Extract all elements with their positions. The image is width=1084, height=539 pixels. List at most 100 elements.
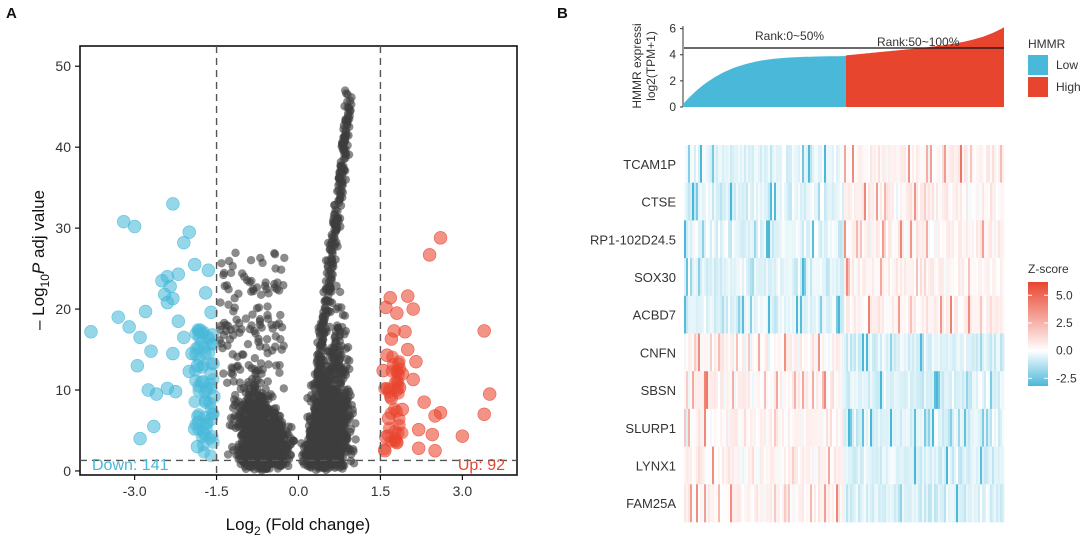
ns-point bbox=[315, 398, 324, 407]
heatmap-cell bbox=[782, 446, 785, 485]
ns-point bbox=[316, 366, 326, 375]
heatmap-cell bbox=[784, 484, 787, 523]
heatmap-cell bbox=[972, 371, 975, 410]
heatmap-cell bbox=[712, 220, 715, 259]
heatmap-cell bbox=[802, 295, 805, 334]
ns-point bbox=[351, 435, 360, 444]
heatmap-cell bbox=[920, 446, 923, 485]
heatmap-cell bbox=[708, 220, 711, 259]
heatmap-cell bbox=[802, 484, 805, 523]
heatmap-cell bbox=[968, 182, 971, 221]
heatmap-cell bbox=[850, 333, 853, 372]
heatmap-cell bbox=[954, 484, 957, 523]
heatmap-cell bbox=[912, 371, 915, 410]
ns-point bbox=[310, 412, 320, 421]
heatmap-cell bbox=[792, 371, 795, 410]
heatmap-cell bbox=[930, 220, 933, 259]
heatmap-cell bbox=[732, 408, 735, 447]
heatmap-cell bbox=[688, 258, 691, 297]
heatmap-cell bbox=[704, 333, 707, 372]
heatmap-cell bbox=[814, 182, 817, 221]
heatmap-cell bbox=[896, 295, 899, 334]
heatmap-cell bbox=[852, 182, 855, 221]
heatmap-cell bbox=[698, 295, 701, 334]
heatmap-cell bbox=[922, 145, 925, 183]
heatmap-cell bbox=[984, 484, 987, 523]
heatmap-cell bbox=[918, 408, 921, 447]
heatmap-cell bbox=[688, 182, 691, 221]
heatmap-cell bbox=[776, 333, 779, 372]
heatmap-cell bbox=[754, 484, 757, 523]
heatmap-cell bbox=[848, 408, 851, 447]
ns-point bbox=[270, 248, 279, 258]
heatmap-cell bbox=[742, 295, 745, 334]
heatmap-cell bbox=[834, 220, 837, 259]
heatmap-cell bbox=[820, 145, 823, 183]
ns-point bbox=[263, 404, 273, 413]
heatmap-cell bbox=[720, 484, 723, 523]
heatmap-cell bbox=[996, 333, 999, 372]
heatmap-cell bbox=[738, 371, 741, 410]
heatmap-cell bbox=[934, 371, 937, 410]
heatmap-cell bbox=[852, 295, 855, 334]
heatmap-cell bbox=[906, 333, 909, 372]
heatmap-cell bbox=[888, 182, 891, 221]
ns-point bbox=[264, 394, 273, 404]
heatmap-cell bbox=[908, 484, 911, 523]
heatmap-cell bbox=[892, 333, 895, 372]
heatmap-cell bbox=[966, 408, 969, 447]
heatmap-cell bbox=[990, 182, 993, 221]
heatmap-cell bbox=[876, 333, 879, 372]
heatmap-cell bbox=[960, 220, 963, 259]
heatmap-cell bbox=[716, 371, 719, 410]
heatmap-cell bbox=[748, 484, 751, 523]
heatmap-cell bbox=[744, 220, 747, 259]
heatmap-cell bbox=[706, 408, 709, 447]
heatmap-cell bbox=[814, 484, 817, 523]
heatmap-cell bbox=[752, 371, 755, 410]
heatmap-cell bbox=[946, 145, 949, 183]
heatmap-cell bbox=[816, 145, 819, 183]
ns-point bbox=[216, 298, 225, 307]
heatmap-cell bbox=[746, 484, 749, 523]
heatmap-cell bbox=[810, 220, 813, 259]
heatmap-cell bbox=[946, 371, 949, 410]
heatmap-cell bbox=[692, 182, 695, 221]
heatmap-cell bbox=[812, 446, 815, 485]
heatmap-cell bbox=[1002, 446, 1005, 485]
heatmap-cell bbox=[958, 333, 961, 372]
ns-point bbox=[317, 345, 326, 355]
heatmap-cell bbox=[968, 408, 971, 447]
heatmap-cell bbox=[684, 371, 687, 410]
heatmap-cell bbox=[994, 258, 997, 297]
ns-point bbox=[324, 290, 333, 300]
heatmap-cell bbox=[910, 145, 913, 183]
heatmap-cell bbox=[930, 371, 933, 410]
gene-label-acbd7: ACBD7 bbox=[633, 308, 676, 323]
heatmap-cell bbox=[876, 182, 879, 221]
heatmap-cell bbox=[904, 258, 907, 297]
heatmap-cell bbox=[796, 333, 799, 372]
heatmap-cell bbox=[938, 371, 941, 410]
heatmap-cell bbox=[688, 371, 691, 410]
heatmap-cell bbox=[692, 333, 695, 372]
heatmap-cell bbox=[924, 371, 927, 410]
heatmap-cell bbox=[956, 371, 959, 410]
heatmap-cell bbox=[808, 220, 811, 259]
heatmap-cell bbox=[982, 145, 985, 183]
heatmap-cell bbox=[934, 220, 937, 259]
heatmap-cell bbox=[806, 145, 809, 183]
heatmap-cell bbox=[974, 258, 977, 297]
heatmap-cell bbox=[984, 220, 987, 259]
heatmap-cell bbox=[786, 182, 789, 221]
heatmap-cell bbox=[842, 220, 845, 259]
heatmap-cell bbox=[700, 220, 703, 259]
ns-point bbox=[277, 323, 287, 332]
heatmap-cell bbox=[948, 182, 951, 221]
ns-point bbox=[229, 377, 238, 386]
heatmap-cell bbox=[768, 371, 771, 410]
ns-point bbox=[271, 332, 280, 341]
heatmap-cell bbox=[744, 446, 747, 485]
heatmap-cell bbox=[964, 333, 967, 372]
heatmap-cell bbox=[892, 295, 895, 334]
